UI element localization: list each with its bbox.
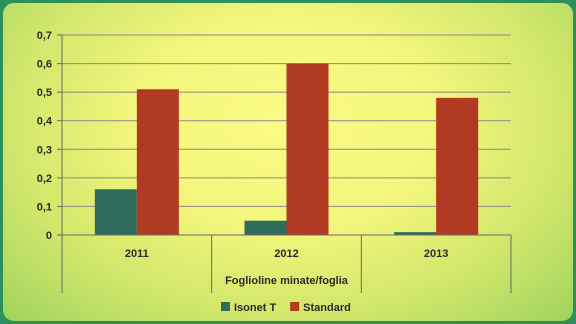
bar-standard-2012 (286, 63, 329, 236)
bar-isonet-t-2013 (394, 232, 437, 235)
axes (61, 35, 512, 293)
y-tick-label: 0,1 (37, 201, 52, 213)
y-tick-label: 0,4 (37, 116, 53, 128)
legend-label: Isonet T (234, 302, 276, 314)
x-axis-title: Foglioline minate/foglia (225, 275, 349, 287)
y-tick-label: 0,3 (37, 144, 52, 156)
x-axis-categories: 2011 2012 2013 (125, 248, 449, 260)
legend-swatch (221, 302, 230, 311)
x-category-label: 2011 (125, 248, 149, 260)
bar-standard-2013 (436, 97, 479, 235)
y-tick-label: 0 (46, 230, 52, 242)
y-axis-ticks: 0 0,1 0,2 0,3 0,4 0,5 0,6 0,7 (37, 30, 62, 242)
y-tick-label: 0,2 (37, 173, 52, 185)
y-tick-label: 0,7 (37, 30, 52, 42)
y-tick-label: 0,6 (37, 59, 52, 71)
bar-isonet-t-2012 (244, 220, 287, 235)
y-tick-label: 0,5 (37, 87, 52, 99)
legend-label: Standard (303, 302, 351, 314)
bar-standard-2011 (136, 89, 179, 236)
bar-chart: 0 0,1 0,2 0,3 0,4 0,5 0,6 0,7 2011 2012 2013 Fogl… (37, 30, 512, 314)
bar-isonet-t-2011 (94, 189, 137, 235)
legend: Isonet T Standard (221, 302, 351, 314)
x-category-label: 2013 (424, 248, 448, 260)
legend-swatch (290, 302, 300, 311)
bars (94, 63, 479, 236)
x-category-label: 2012 (274, 248, 298, 260)
